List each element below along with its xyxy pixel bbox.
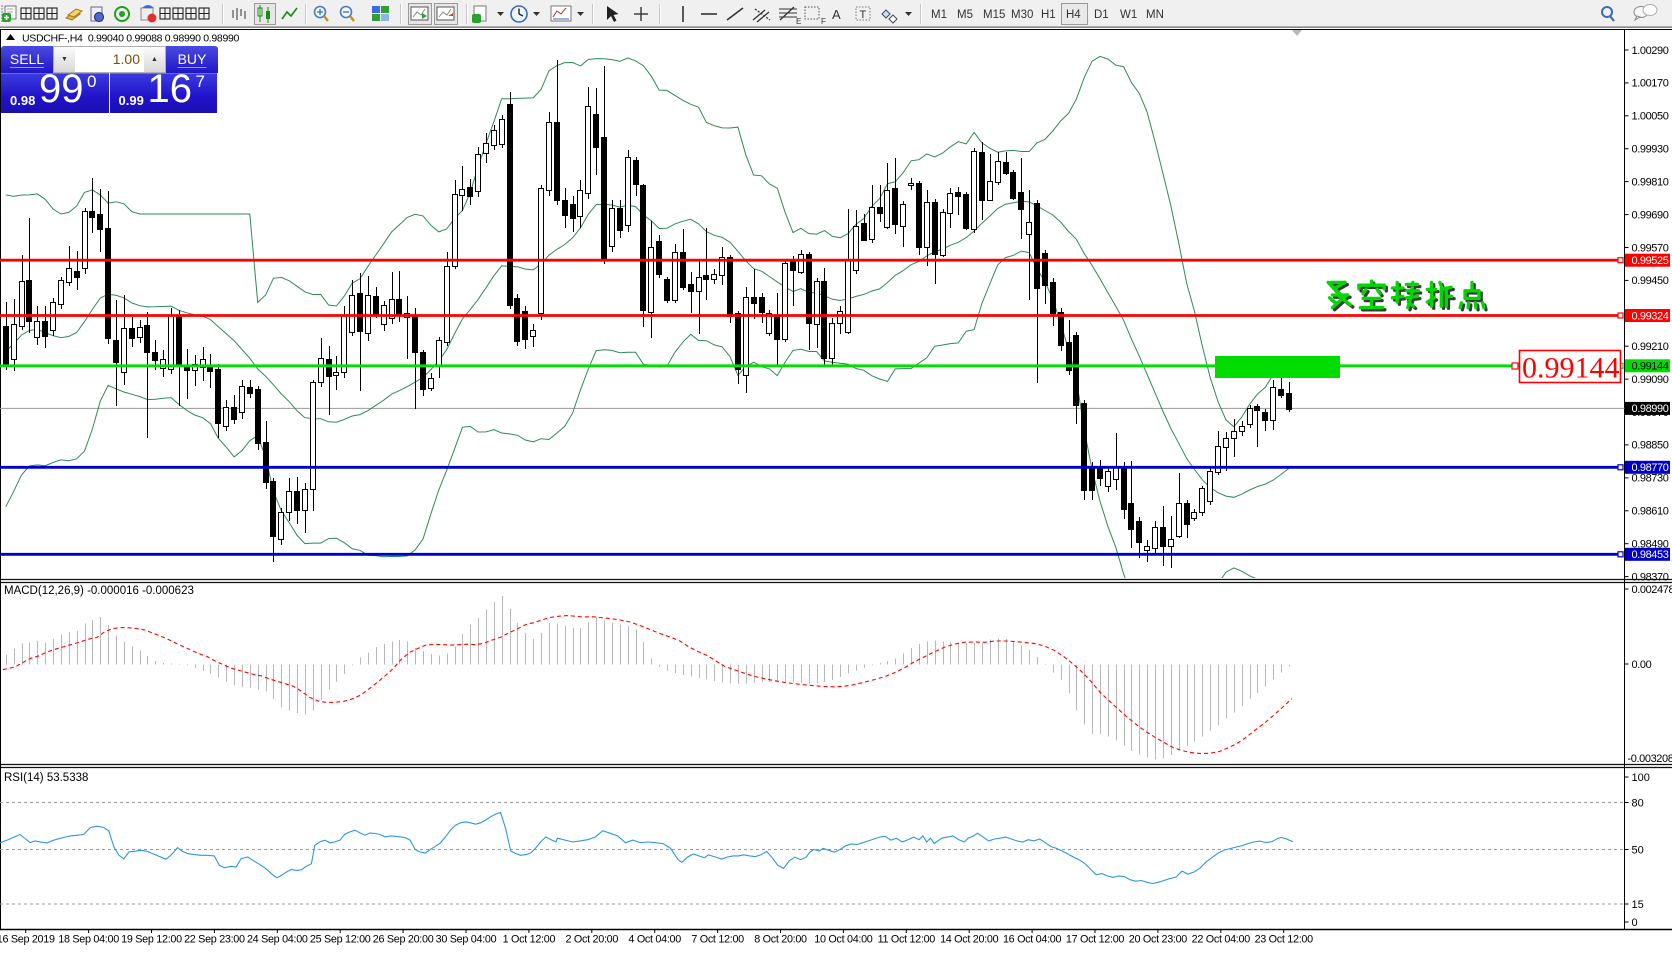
svg-text:15: 15	[1632, 899, 1644, 911]
svg-text:17 Oct 12:00: 17 Oct 12:00	[1066, 934, 1125, 946]
svg-text:M1: M1	[931, 9, 947, 21]
svg-text:0.98730: 0.98730	[1632, 473, 1669, 485]
svg-text:0.99210: 0.99210	[1632, 341, 1669, 353]
svg-text:22 Sep 23:00: 22 Sep 23:00	[184, 934, 245, 946]
svg-text:23 Oct 12:00: 23 Oct 12:00	[1255, 934, 1314, 946]
svg-text:0.00: 0.00	[1632, 659, 1652, 671]
svg-text:0.98610: 0.98610	[1632, 506, 1669, 518]
svg-text:4 Oct 04:00: 4 Oct 04:00	[628, 934, 681, 946]
svg-text:16 Oct 04:00: 16 Oct 04:00	[1003, 934, 1062, 946]
svg-text:0.98850: 0.98850	[1632, 440, 1669, 452]
svg-text:0.99690: 0.99690	[1632, 209, 1669, 221]
svg-text:0.99144: 0.99144	[1632, 361, 1669, 373]
svg-text:7 Oct 12:00: 7 Oct 12:00	[691, 934, 744, 946]
svg-text:1 Oct 12:00: 1 Oct 12:00	[503, 934, 556, 946]
svg-text:MN: MN	[1146, 9, 1164, 21]
svg-text:80: 80	[1632, 797, 1644, 809]
svg-text:-0.003208: -0.003208	[1628, 753, 1672, 765]
svg-text:W1: W1	[1120, 9, 1137, 21]
svg-text:26 Sep 20:00: 26 Sep 20:00	[373, 934, 434, 946]
svg-text:100: 100	[1632, 772, 1650, 784]
svg-text:USDCHF-,H4 0.99040 0.99088 0.: USDCHF-,H4 0.99040 0.99088 0.98990 0.989…	[22, 33, 240, 45]
svg-text:MACD(12,26,9) -0.000016 -0.000: MACD(12,26,9) -0.000016 -0.000623	[4, 585, 194, 597]
svg-text:0.99570: 0.99570	[1632, 242, 1669, 254]
svg-text:RSI(14) 53.5338: RSI(14) 53.5338	[4, 772, 88, 784]
svg-text:0.98990: 0.98990	[1632, 403, 1669, 415]
svg-text:0: 0	[1632, 917, 1638, 929]
svg-text:2 Oct 20:00: 2 Oct 20:00	[566, 934, 619, 946]
svg-text:D1: D1	[1094, 9, 1109, 21]
svg-text:18 Sep 04:00: 18 Sep 04:00	[58, 934, 119, 946]
svg-text:M30: M30	[1011, 9, 1033, 21]
svg-text:24 Sep 04:00: 24 Sep 04:00	[247, 934, 308, 946]
svg-text:F: F	[821, 17, 826, 26]
svg-text:30 Sep 04:00: 30 Sep 04:00	[436, 934, 497, 946]
svg-text:1.00050: 1.00050	[1632, 111, 1669, 123]
svg-text:E: E	[796, 17, 801, 26]
svg-text:22 Oct 04:00: 22 Oct 04:00	[1192, 934, 1251, 946]
svg-text:10 Oct 04:00: 10 Oct 04:00	[814, 934, 873, 946]
svg-text:19 Sep 12:00: 19 Sep 12:00	[121, 934, 182, 946]
svg-text:0.99144: 0.99144	[1522, 352, 1620, 385]
svg-text:8 Oct 20:00: 8 Oct 20:00	[754, 934, 807, 946]
svg-text:H1: H1	[1041, 9, 1056, 21]
svg-text:20 Oct 23:00: 20 Oct 23:00	[1129, 934, 1188, 946]
svg-text:0.98370: 0.98370	[1632, 571, 1669, 583]
svg-text:1.00290: 1.00290	[1632, 45, 1669, 57]
svg-text:0.99450: 0.99450	[1632, 275, 1669, 287]
svg-text:0.002478: 0.002478	[1632, 584, 1672, 596]
svg-text:0.99525: 0.99525	[1632, 255, 1669, 267]
svg-text:1.00170: 1.00170	[1632, 78, 1669, 90]
svg-text:0.98453: 0.98453	[1632, 549, 1669, 561]
svg-text:M5: M5	[957, 9, 973, 21]
svg-text:0.99090: 0.99090	[1632, 374, 1669, 386]
svg-text:0.99930: 0.99930	[1632, 144, 1669, 156]
svg-text:25 Sep 12:00: 25 Sep 12:00	[310, 934, 371, 946]
svg-text:0.98770: 0.98770	[1632, 462, 1669, 474]
svg-text:H4: H4	[1066, 9, 1081, 21]
svg-text:T: T	[860, 9, 867, 21]
svg-text:M15: M15	[983, 9, 1005, 21]
svg-text:11 Oct 12:00: 11 Oct 12:00	[878, 934, 936, 946]
svg-text:A: A	[832, 7, 841, 22]
svg-text:50: 50	[1632, 844, 1644, 856]
svg-text:16 Sep 2019: 16 Sep 2019	[0, 934, 55, 946]
svg-text:0.99324: 0.99324	[1632, 310, 1669, 322]
svg-text:0.99810: 0.99810	[1632, 176, 1669, 188]
svg-text:14 Oct 20:00: 14 Oct 20:00	[940, 934, 999, 946]
